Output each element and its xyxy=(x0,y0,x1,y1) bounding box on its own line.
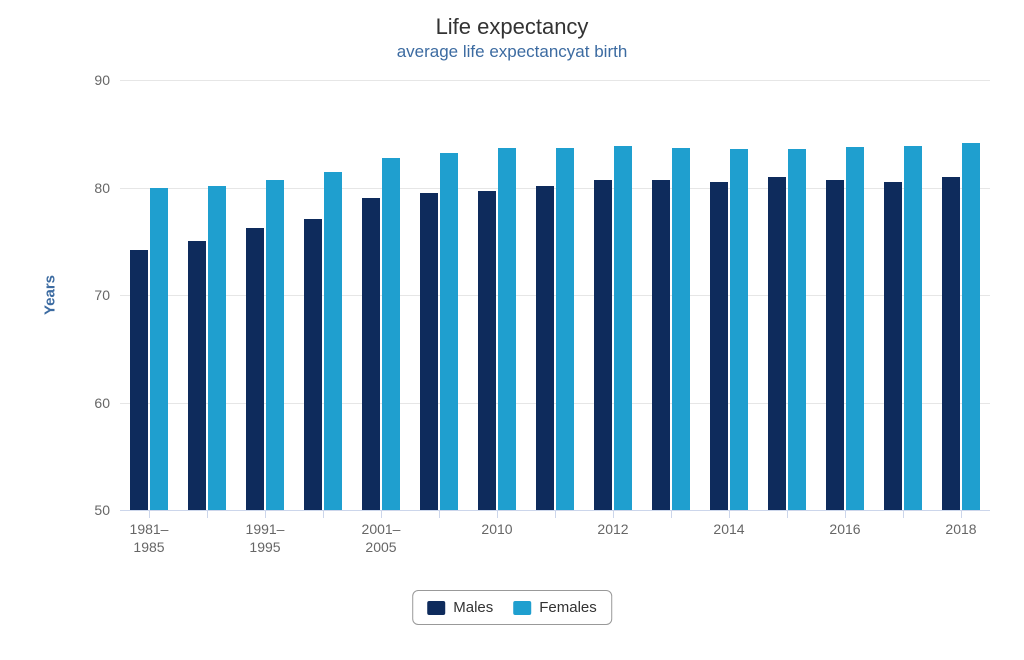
legend-label: Males xyxy=(453,599,493,616)
x-tick-label: 1991– 1995 xyxy=(246,520,285,556)
bar xyxy=(672,148,689,510)
bar xyxy=(962,143,979,510)
bar xyxy=(826,180,843,510)
bar xyxy=(652,180,669,510)
x-tick-mark xyxy=(787,510,788,518)
x-tick-label: 2010 xyxy=(481,520,512,538)
bar xyxy=(768,177,785,510)
x-tick-label: 2018 xyxy=(945,520,976,538)
x-tick-mark xyxy=(381,510,382,518)
bar xyxy=(788,149,805,510)
chart-container: Life expectancy average life expectancya… xyxy=(0,0,1024,660)
x-tick-mark xyxy=(729,510,730,518)
chart-title: Life expectancy xyxy=(0,14,1024,40)
bar xyxy=(884,182,901,510)
x-tick-mark xyxy=(613,510,614,518)
bar xyxy=(730,149,747,510)
x-tick-mark xyxy=(207,510,208,518)
bar xyxy=(498,148,515,510)
x-tick-mark xyxy=(845,510,846,518)
x-tick-mark xyxy=(439,510,440,518)
x-tick-mark xyxy=(555,510,556,518)
legend-swatch xyxy=(513,601,531,615)
x-tick-mark xyxy=(265,510,266,518)
y-tick-label: 80 xyxy=(94,180,110,196)
bar xyxy=(710,182,727,510)
bar xyxy=(440,153,457,510)
bar xyxy=(130,250,147,510)
x-tick-mark xyxy=(497,510,498,518)
bar xyxy=(188,241,205,510)
x-tick-mark xyxy=(903,510,904,518)
x-tick-label: 2001– 2005 xyxy=(362,520,401,556)
bar xyxy=(208,186,225,510)
y-tick-label: 60 xyxy=(94,395,110,411)
plot-area: 50607080901981– 19851991– 19952001– 2005… xyxy=(120,80,990,510)
legend-swatch xyxy=(427,601,445,615)
y-tick-label: 50 xyxy=(94,502,110,518)
bar xyxy=(904,146,921,510)
x-tick-mark xyxy=(671,510,672,518)
y-tick-label: 90 xyxy=(94,72,110,88)
legend-item[interactable]: Males xyxy=(427,599,493,616)
legend-label: Females xyxy=(539,599,597,616)
legend: Males Females xyxy=(412,590,612,625)
bar xyxy=(478,191,495,510)
x-tick-label: 2014 xyxy=(713,520,744,538)
bar xyxy=(614,146,631,510)
chart-subtitle: average life expectancyat birth xyxy=(0,42,1024,62)
bar xyxy=(846,147,863,510)
bar xyxy=(324,172,341,510)
bar xyxy=(382,158,399,510)
bar xyxy=(266,180,283,510)
gridline xyxy=(120,80,990,81)
legend-item[interactable]: Females xyxy=(513,599,597,616)
bar xyxy=(150,188,167,511)
bar xyxy=(304,219,321,510)
x-tick-label: 2016 xyxy=(829,520,860,538)
bar xyxy=(556,148,573,510)
x-tick-mark xyxy=(149,510,150,518)
bar xyxy=(420,193,437,510)
y-axis-label: Years xyxy=(42,275,59,315)
x-tick-mark xyxy=(961,510,962,518)
bar xyxy=(362,198,379,510)
bar xyxy=(536,186,553,510)
x-tick-label: 2012 xyxy=(597,520,628,538)
x-tick-mark xyxy=(323,510,324,518)
bar xyxy=(942,177,959,510)
y-tick-label: 70 xyxy=(94,287,110,303)
bar xyxy=(246,228,263,510)
x-tick-label: 1981– 1985 xyxy=(130,520,169,556)
bar xyxy=(594,180,611,510)
